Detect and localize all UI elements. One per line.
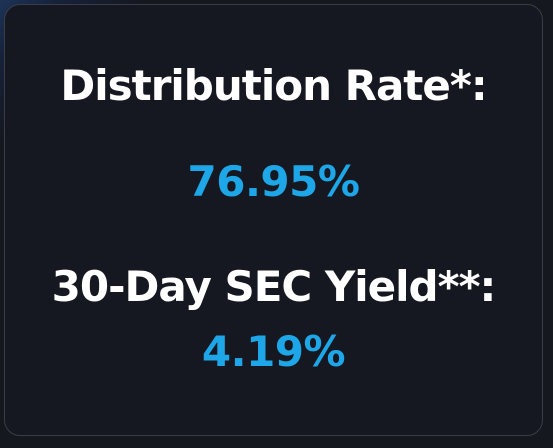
yield-info-card: Distribution Rate*: 76.95% 30-Day SEC Yi… [4, 4, 543, 436]
distribution-rate-value: 76.95% [187, 157, 360, 206]
distribution-rate-label: Distribution Rate*: [60, 61, 487, 110]
sec-yield-label: 30-Day SEC Yield**: [51, 262, 497, 311]
sec-yield-value: 4.19% [201, 327, 346, 376]
